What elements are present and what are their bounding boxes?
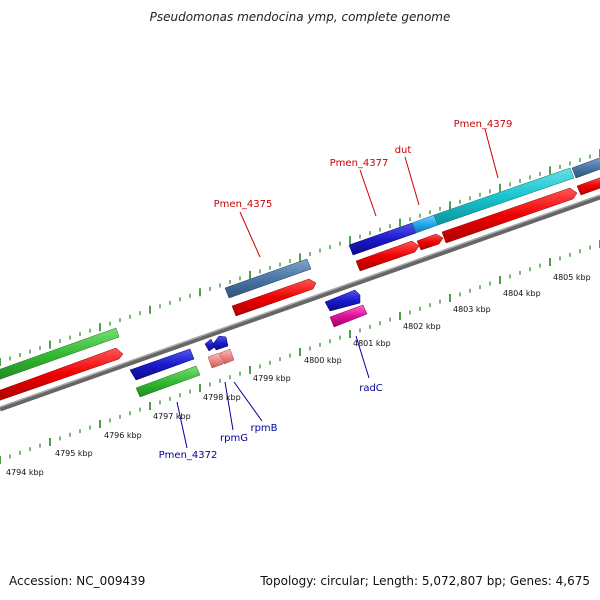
gene-label[interactable]: rpmB [250, 423, 277, 434]
gene-block-blue-small[interactable] [212, 335, 229, 351]
kbp-label: 4800 kbp [304, 356, 342, 365]
genome-backbone-highlight [0, 194, 600, 408]
leader-line [359, 169, 377, 217]
inner-tick-track [0, 240, 600, 464]
gene-label[interactable]: Pmen_4372 [159, 450, 218, 461]
gene-block-cyan[interactable] [433, 167, 575, 226]
gene-labels: Pmen_4375 Pmen_4377 dut Pmen_4379 Pmen_4… [159, 119, 513, 461]
kbp-label: 4804 kbp [503, 289, 541, 298]
gene-block-blue[interactable] [324, 289, 361, 312]
outer-tick-track [0, 149, 600, 366]
kbp-label: 4795 kbp [55, 449, 93, 458]
kbp-label: 4803 kbp [453, 305, 491, 314]
gene-block-red[interactable] [0, 347, 124, 401]
leader-line [224, 381, 234, 431]
kbp-label: 4798 kbp [203, 393, 241, 402]
map-title: Pseudomonas mendocina ymp, complete geno… [149, 10, 451, 24]
gene-block-skyblue[interactable] [411, 214, 439, 234]
kbp-label: 4796 kbp [104, 431, 142, 440]
leader-line [176, 401, 188, 449]
leader-line [484, 128, 499, 179]
kbp-label: 4799 kbp [253, 374, 291, 383]
gene-block-steelblue[interactable] [571, 157, 600, 179]
kbp-label: 4794 kbp [6, 468, 44, 477]
gene-label[interactable]: Pmen_4377 [330, 158, 389, 169]
gene-block-green[interactable] [135, 365, 201, 398]
gene-block-pink[interactable] [207, 352, 224, 369]
genome-summary-text: Topology: circular; Length: 5,072,807 bp… [260, 574, 590, 588]
genome-backbone [0, 194, 600, 412]
gene-block-red[interactable] [231, 278, 317, 317]
kbp-label: 4802 kbp [403, 322, 441, 331]
kbp-label: 4805 kbp [553, 273, 591, 282]
gene-leader-lines [176, 128, 499, 449]
kbp-label: 4801 kbp [353, 339, 391, 348]
gene-features [0, 157, 600, 401]
leader-line [233, 381, 263, 422]
accession-text: Accession: NC_009439 [9, 574, 146, 588]
gene-block-red[interactable] [576, 177, 600, 196]
gene-label[interactable]: Pmen_4379 [454, 119, 513, 130]
gene-block-magenta[interactable] [329, 304, 368, 328]
gene-label[interactable]: radC [359, 383, 383, 394]
gene-block-red[interactable] [441, 187, 578, 244]
gene-block-pink[interactable] [219, 348, 235, 365]
gene-block-red[interactable] [416, 233, 444, 251]
gene-block-steelblue[interactable] [224, 258, 312, 299]
kbp-labels: 4794 kbp 4795 kbp 4796 kbp 4797 kbp 4798… [6, 273, 591, 477]
leader-line [404, 156, 420, 206]
leader-line [239, 211, 261, 258]
gene-block-red[interactable] [355, 240, 420, 272]
kbp-label: 4797 kbp [153, 412, 191, 421]
gene-label[interactable]: dut [395, 145, 412, 156]
gene-label[interactable]: Pmen_4375 [214, 199, 273, 210]
leader-line [355, 335, 370, 379]
gene-label[interactable]: rpmG [220, 433, 248, 444]
gene-block-blue[interactable] [129, 348, 195, 381]
gene-block-green[interactable] [0, 327, 120, 380]
